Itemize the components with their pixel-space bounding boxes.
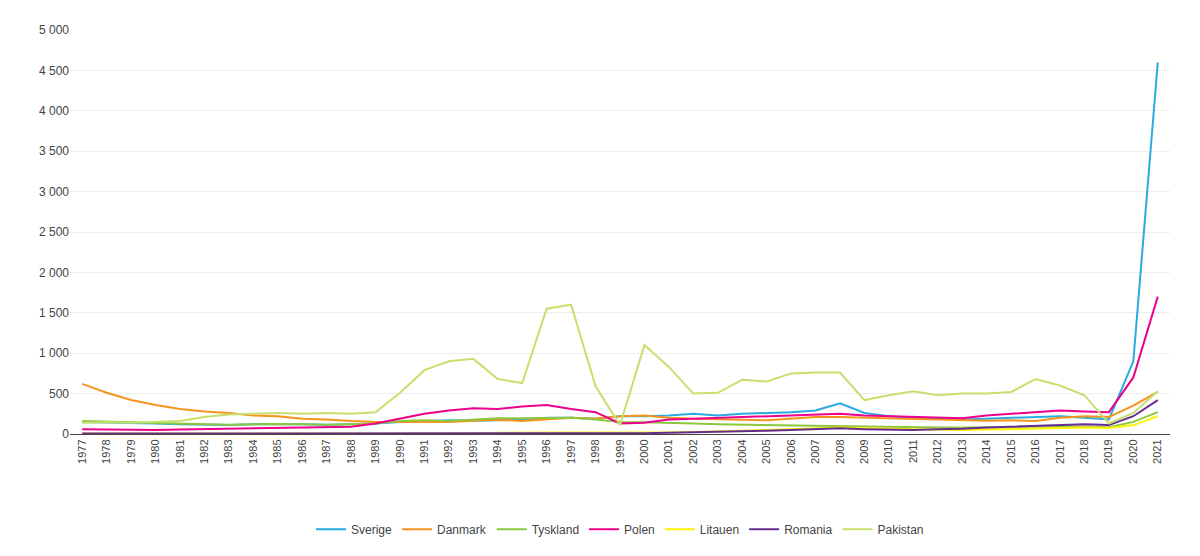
svg-text:Danmark: Danmark [437, 523, 487, 537]
svg-text:4 000: 4 000 [39, 104, 69, 118]
svg-text:1987: 1987 [320, 439, 332, 463]
svg-text:1995: 1995 [516, 439, 528, 463]
svg-text:2009: 2009 [858, 439, 870, 463]
svg-text:1980: 1980 [149, 439, 161, 463]
svg-text:2020: 2020 [1127, 439, 1139, 463]
svg-text:2002: 2002 [687, 439, 699, 463]
svg-text:1983: 1983 [222, 439, 234, 463]
svg-text:1986: 1986 [296, 439, 308, 463]
svg-text:1993: 1993 [467, 439, 479, 463]
svg-text:1989: 1989 [369, 439, 381, 463]
svg-text:1994: 1994 [491, 439, 503, 463]
svg-text:1981: 1981 [174, 439, 186, 463]
svg-text:2 500: 2 500 [39, 225, 69, 239]
svg-text:Pakistan: Pakistan [877, 523, 923, 537]
svg-text:1997: 1997 [565, 439, 577, 463]
svg-text:3 000: 3 000 [39, 185, 69, 199]
svg-text:1998: 1998 [589, 439, 601, 463]
svg-text:Polen: Polen [624, 523, 655, 537]
svg-text:Sverige: Sverige [351, 523, 392, 537]
svg-text:Romania: Romania [784, 523, 832, 537]
svg-text:2011: 2011 [907, 439, 919, 463]
svg-text:2015: 2015 [1005, 439, 1017, 463]
svg-text:2 000: 2 000 [39, 266, 69, 280]
svg-text:5 000: 5 000 [39, 23, 69, 37]
svg-text:2021: 2021 [1151, 439, 1163, 463]
svg-text:1988: 1988 [345, 439, 357, 463]
svg-text:2010: 2010 [882, 439, 894, 463]
svg-text:Litauen: Litauen [700, 523, 739, 537]
svg-text:1977: 1977 [76, 439, 88, 463]
svg-text:1992: 1992 [442, 439, 454, 463]
svg-text:1982: 1982 [198, 439, 210, 463]
svg-text:2003: 2003 [711, 439, 723, 463]
svg-text:2008: 2008 [834, 439, 846, 463]
svg-text:1984: 1984 [247, 439, 259, 463]
svg-text:3 500: 3 500 [39, 144, 69, 158]
svg-text:4 500: 4 500 [39, 64, 69, 78]
svg-text:1 500: 1 500 [39, 306, 69, 320]
svg-text:0: 0 [62, 427, 69, 441]
svg-text:1999: 1999 [614, 439, 626, 463]
svg-text:1991: 1991 [418, 439, 430, 463]
svg-text:2007: 2007 [809, 439, 821, 463]
svg-text:2000: 2000 [638, 439, 650, 463]
svg-text:2014: 2014 [980, 439, 992, 463]
svg-text:2004: 2004 [736, 439, 748, 463]
svg-text:Tyskland: Tyskland [532, 523, 579, 537]
svg-text:500: 500 [49, 387, 69, 401]
svg-text:1990: 1990 [394, 439, 406, 463]
svg-text:1978: 1978 [100, 439, 112, 463]
svg-text:1 000: 1 000 [39, 346, 69, 360]
svg-text:2006: 2006 [785, 439, 797, 463]
svg-text:1985: 1985 [271, 439, 283, 463]
svg-text:2019: 2019 [1102, 439, 1114, 463]
svg-text:2016: 2016 [1029, 439, 1041, 463]
svg-text:1996: 1996 [540, 439, 552, 463]
svg-text:1979: 1979 [125, 439, 137, 463]
svg-text:2018: 2018 [1078, 439, 1090, 463]
svg-text:2013: 2013 [956, 439, 968, 463]
svg-text:2017: 2017 [1054, 439, 1066, 463]
svg-text:2005: 2005 [760, 439, 772, 463]
svg-text:2012: 2012 [931, 439, 943, 463]
svg-text:2001: 2001 [662, 439, 674, 463]
